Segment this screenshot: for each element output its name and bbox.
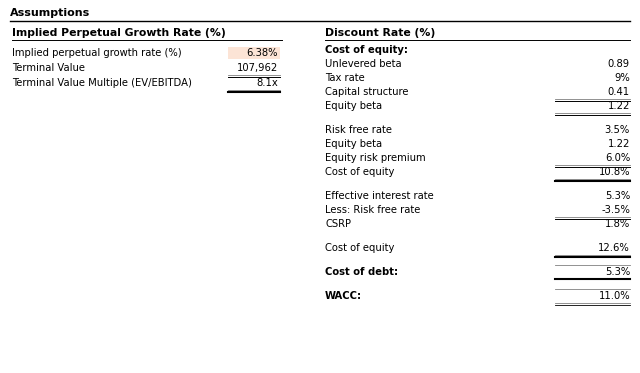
Text: 6.0%: 6.0%	[605, 153, 630, 163]
Text: CSRP: CSRP	[325, 219, 351, 229]
Text: Cost of equity: Cost of equity	[325, 167, 394, 177]
Text: Terminal Value: Terminal Value	[12, 63, 85, 73]
Text: WACC:: WACC:	[325, 291, 362, 301]
Text: Implied Perpetual Growth Rate (%): Implied Perpetual Growth Rate (%)	[12, 28, 226, 38]
Text: 9%: 9%	[614, 73, 630, 83]
Text: 5.3%: 5.3%	[605, 267, 630, 277]
Text: 0.41: 0.41	[608, 87, 630, 97]
Text: Cost of equity:: Cost of equity:	[325, 45, 408, 55]
Text: Discount Rate (%): Discount Rate (%)	[325, 28, 435, 38]
Text: Cost of equity: Cost of equity	[325, 243, 394, 253]
Text: Tax rate: Tax rate	[325, 73, 365, 83]
Text: Implied perpetual growth rate (%): Implied perpetual growth rate (%)	[12, 48, 182, 58]
Text: 0.89: 0.89	[608, 59, 630, 69]
Text: Risk free rate: Risk free rate	[325, 125, 392, 135]
Text: -3.5%: -3.5%	[601, 205, 630, 215]
Text: 1.8%: 1.8%	[605, 219, 630, 229]
Text: 107,962: 107,962	[237, 63, 278, 73]
Text: 6.38%: 6.38%	[246, 48, 278, 58]
Text: 1.22: 1.22	[607, 139, 630, 149]
Text: Equity beta: Equity beta	[325, 101, 382, 111]
Text: Effective interest rate: Effective interest rate	[325, 191, 434, 201]
Text: Unlevered beta: Unlevered beta	[325, 59, 402, 69]
Text: Capital structure: Capital structure	[325, 87, 408, 97]
Text: 1.22: 1.22	[607, 101, 630, 111]
Text: 11.0%: 11.0%	[598, 291, 630, 301]
Text: Equity beta: Equity beta	[325, 139, 382, 149]
Text: 8.1x: 8.1x	[256, 78, 278, 88]
Text: Less: Risk free rate: Less: Risk free rate	[325, 205, 420, 215]
Text: Equity risk premium: Equity risk premium	[325, 153, 426, 163]
Text: Cost of debt:: Cost of debt:	[325, 267, 398, 277]
Text: Terminal Value Multiple (EV/EBITDA): Terminal Value Multiple (EV/EBITDA)	[12, 78, 192, 88]
Text: 3.5%: 3.5%	[605, 125, 630, 135]
Text: Assumptions: Assumptions	[10, 8, 90, 18]
Text: 10.8%: 10.8%	[598, 167, 630, 177]
Bar	[228, 47, 280, 59]
Text: 12.6%: 12.6%	[598, 243, 630, 253]
Text: 5.3%: 5.3%	[605, 191, 630, 201]
